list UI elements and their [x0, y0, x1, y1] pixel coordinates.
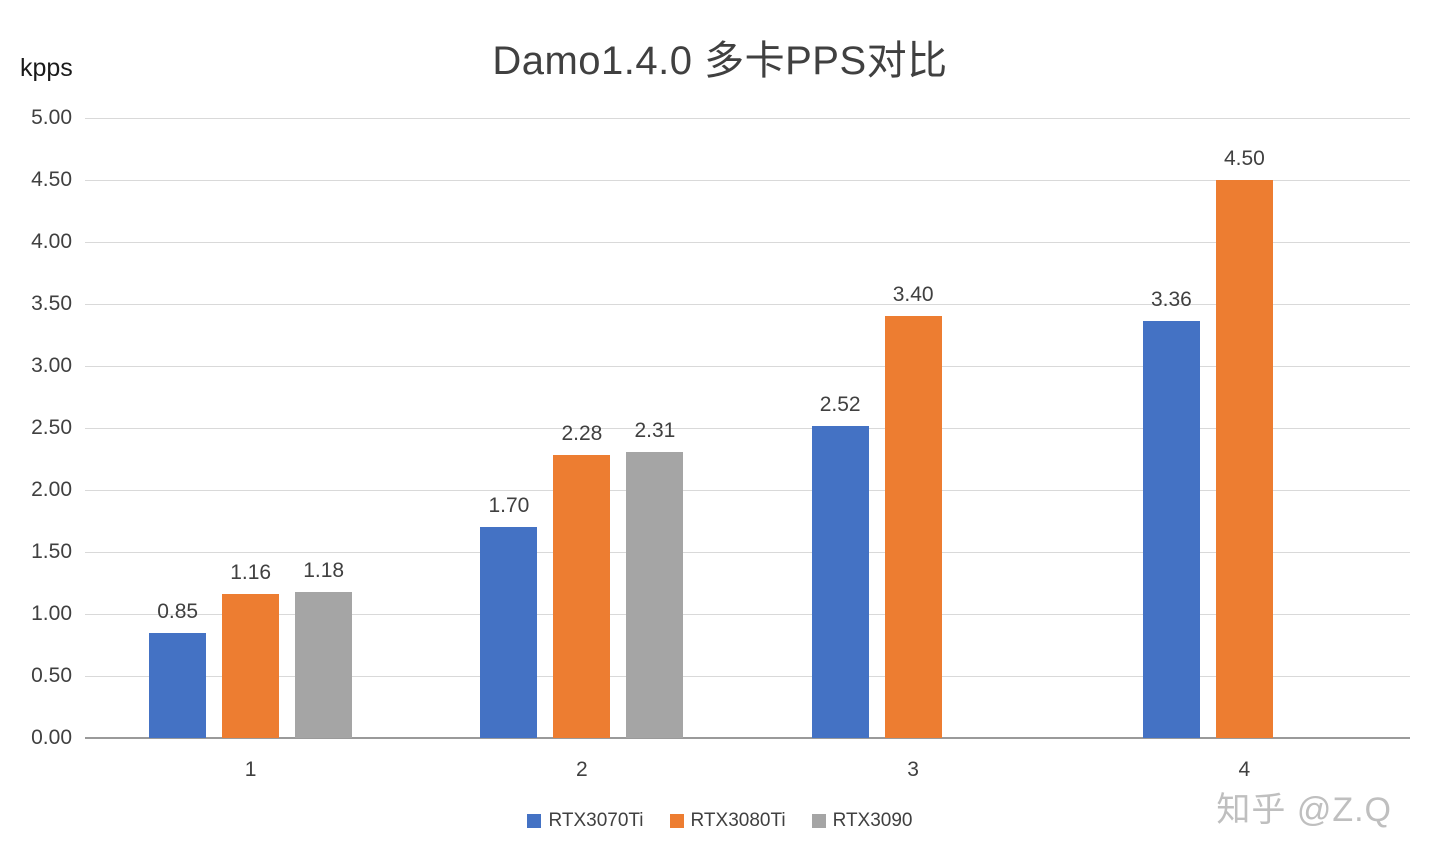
gridline [85, 490, 1410, 491]
legend-label: RTX3080Ti [690, 810, 786, 831]
y-tick-label: 0.50 [31, 664, 72, 687]
bar-RTX3080Ti-cat4 [1215, 180, 1273, 738]
bar-RTX3090-cat1 [295, 591, 353, 738]
y-tick-label: 5.00 [31, 106, 72, 129]
bar-value-label: 2.28 [561, 422, 603, 446]
watermark: 知乎 @Z.Q [1216, 791, 1392, 829]
y-tick-label: 1.50 [31, 540, 72, 563]
bar-RTX3080Ti-cat3 [884, 316, 942, 738]
bar-RTX3070Ti-cat3 [811, 425, 869, 738]
bar-value-label: 1.70 [488, 494, 530, 518]
legend-swatch [811, 814, 826, 828]
legend-label: RTX3070Ti [548, 810, 644, 831]
bar-RTX3070Ti-cat2 [480, 527, 538, 738]
bar-RTX3080Ti-cat2 [553, 455, 611, 738]
bar-value-label: 4.50 [1223, 147, 1265, 170]
gridline [85, 366, 1410, 367]
gridline [85, 428, 1410, 429]
y-tick-label: 0.00 [31, 726, 72, 749]
bar-value-label: 2.52 [819, 392, 861, 416]
legend-swatch [669, 814, 684, 828]
chart-title: Damo1.4.0 多卡PPS对比 [492, 39, 948, 83]
gridline [85, 676, 1410, 677]
gridline [85, 552, 1410, 553]
bar-value-label: 1.16 [230, 561, 272, 585]
gridline [85, 180, 1410, 181]
y-tick-label: 3.00 [31, 354, 72, 377]
bar-RTX3090-cat2 [626, 451, 684, 738]
y-tick-label: 2.00 [31, 478, 72, 501]
x-tick-label: 1 [244, 758, 257, 781]
legend-item-RTX3080Ti: RTX3080Ti [669, 810, 786, 832]
y-tick-label: 4.00 [31, 230, 72, 253]
x-tick-label: 3 [907, 758, 919, 781]
bar-RTX3070Ti-cat1 [149, 632, 207, 738]
legend-label: RTX3090 [832, 810, 913, 831]
legend-item-RTX3090: RTX3090 [811, 810, 913, 832]
gridline [85, 304, 1410, 305]
x-axis-line [85, 737, 1410, 739]
y-tick-label: 3.50 [31, 292, 72, 315]
x-tick-label: 4 [1238, 758, 1251, 781]
gridline [85, 242, 1410, 243]
bar-value-label: 1.18 [303, 558, 345, 582]
legend: RTX3070Ti RTX3080Ti RTX3090 [0, 810, 1440, 832]
y-tick-label: 1.00 [31, 602, 72, 625]
bar-value-label: 2.31 [634, 418, 676, 442]
bar-RTX3080Ti-cat1 [222, 594, 280, 738]
y-axis-unit-label: kpps [20, 54, 73, 82]
y-tick-label: 4.50 [31, 168, 72, 191]
legend-swatch [527, 814, 542, 828]
plot-area: 0.00 0.50 1.00 1.50 2.00 2.50 3.00 3.50 4.00 4.50… [31, 106, 1410, 781]
gridline [85, 118, 1410, 119]
bar-value-label: 3.36 [1150, 288, 1192, 312]
bar-RTX3070Ti-cat4 [1142, 321, 1200, 738]
gridline [85, 614, 1410, 615]
bar-value-label: 0.85 [157, 599, 199, 623]
y-tick-label: 2.50 [31, 416, 72, 439]
legend-item-RTX3070Ti: RTX3070Ti [527, 810, 644, 832]
bar-value-label: 3.40 [892, 283, 934, 307]
x-tick-label: 2 [576, 758, 588, 781]
